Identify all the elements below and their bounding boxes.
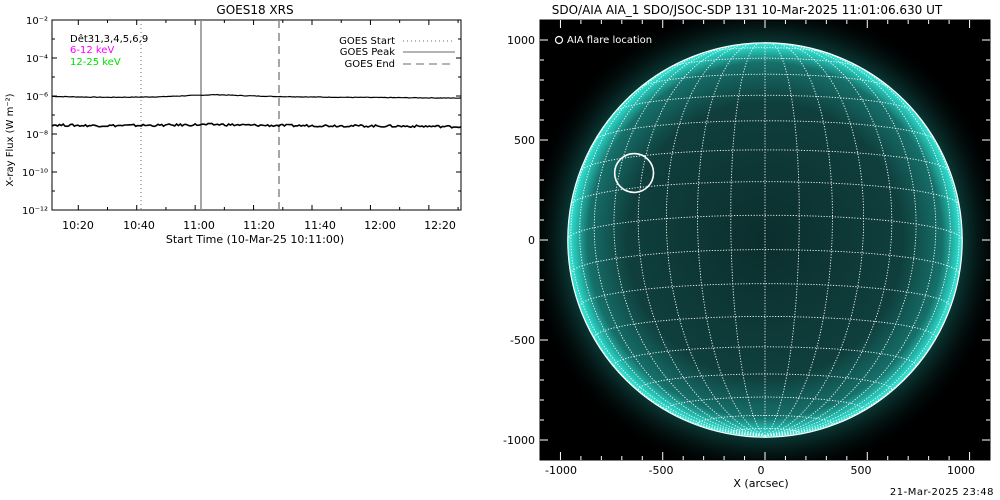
goes-x-axis-label: Start Time (10-Mar-25 10:11:00)	[166, 233, 344, 246]
aia-coordinate-grid	[567, 42, 963, 437]
y-tick-label: 10⁻¹²	[22, 206, 48, 217]
y-tick-label: 10⁻²	[26, 16, 48, 27]
x-tick-label: -500	[649, 464, 674, 477]
goes-flux-short-line	[51, 122, 462, 129]
aia-solar-disk	[567, 42, 963, 438]
goes-plot-title: GOES18 XRS	[216, 3, 293, 17]
grid-line	[665, 43, 766, 437]
goes-y-tick-labels: 10⁻² 10⁻⁴ 10⁻⁶ 10⁻⁸ 10⁻¹⁰ 10⁻¹²	[22, 16, 48, 217]
goes-xrs-plot: GOES18 XRS 10⁻² 10⁻⁴ 10⁻⁶ 10⁻⁸ 10⁻¹⁰ 10⁻…	[5, 3, 462, 246]
x-tick-label: -1000	[545, 464, 577, 477]
grid-line	[613, 346, 917, 366]
grid-line	[593, 48, 766, 437]
x-tick-label: 1000	[947, 464, 975, 477]
grid-line	[702, 47, 828, 54]
aia-flare-location-marker	[613, 152, 655, 194]
y-tick-label: -500	[510, 334, 535, 347]
legend-label-end: GOES End	[345, 59, 395, 70]
grid-line	[579, 283, 951, 307]
goes-plot-frame	[51, 19, 462, 211]
legend-label-peak: GOES Peak	[340, 47, 395, 58]
y-tick-label: 10⁻⁶	[26, 92, 48, 103]
grid-line	[594, 120, 936, 141]
grid-line	[730, 427, 800, 433]
x-tick-label: 11:40	[304, 219, 336, 232]
x-tick-label: 10:40	[123, 219, 155, 232]
x-tick-label: 11:00	[183, 219, 215, 232]
x-tick-label: 11:20	[243, 219, 275, 232]
grid-line	[637, 43, 766, 437]
aia-image-plot: SDO/AIA AIA_1 SDO/JSOC-SDP 131 10-Mar-20…	[503, 3, 991, 490]
x-tick-label: 500	[851, 464, 872, 477]
grid-line	[764, 48, 937, 437]
grid-line	[764, 42, 800, 437]
grid-line	[764, 43, 893, 437]
aia-x-tick-labels: -1000 -500 0 500 1000	[545, 464, 975, 477]
x-tick-label: 10:20	[62, 219, 94, 232]
detector-label: Dêt31,3,4,5,6,9	[70, 33, 148, 45]
y-tick-label: -1000	[503, 434, 535, 447]
grid-line	[567, 239, 766, 437]
grid-line	[570, 78, 766, 437]
x-tick-label: 0	[758, 464, 765, 477]
legend-label-start: GOES Start	[339, 36, 395, 47]
aia-legend-circle-icon	[554, 35, 564, 45]
grid-line	[730, 42, 766, 437]
x-tick-label: 12:20	[424, 219, 456, 232]
grid-line	[764, 54, 951, 437]
y-tick-label: 1000	[507, 34, 535, 47]
aia-y-tick-labels: 1000 500 0 -500 -1000	[503, 34, 535, 447]
aia-x-axis-label: X (arcsec)	[733, 477, 788, 490]
y-tick-label: 10⁻⁴	[26, 54, 48, 65]
grid-line	[764, 43, 865, 437]
footer-timestamp: 21-Mar-2025 23:48	[889, 487, 994, 498]
goes-flux-long-line	[52, 93, 462, 99]
goes-y-axis-label: X-ray Flux (W m⁻²)	[5, 93, 16, 186]
y-tick-label: 10⁻⁸	[26, 130, 48, 141]
y-tick-label: 500	[514, 134, 535, 147]
grid-line	[579, 54, 766, 437]
goes-x-tick-labels: 10:20 10:40 11:00 11:20 11:40 12:00 12:2…	[62, 219, 456, 232]
goes-legend: GOES Start GOES Peak GOES End	[339, 36, 455, 70]
y-tick-label: 10⁻¹⁰	[22, 168, 48, 179]
grid-line	[570, 181, 960, 206]
grid-line	[764, 78, 960, 437]
y-tick-label: 0	[528, 234, 535, 247]
grid-line	[593, 315, 937, 338]
x-tick-label: 12:00	[364, 219, 396, 232]
energy-label-high: 12-25 keV	[70, 57, 121, 68]
aia-legend-label: AIA flare location	[567, 35, 652, 46]
energy-label-low: 6-12 keV	[70, 45, 114, 56]
aia-plot-title: SDO/AIA AIA_1 SDO/JSOC-SDP 131 10-Mar-20…	[552, 3, 943, 17]
grid-line	[764, 239, 963, 437]
aia-solar-limb	[567, 42, 963, 438]
grid-line	[615, 94, 915, 112]
